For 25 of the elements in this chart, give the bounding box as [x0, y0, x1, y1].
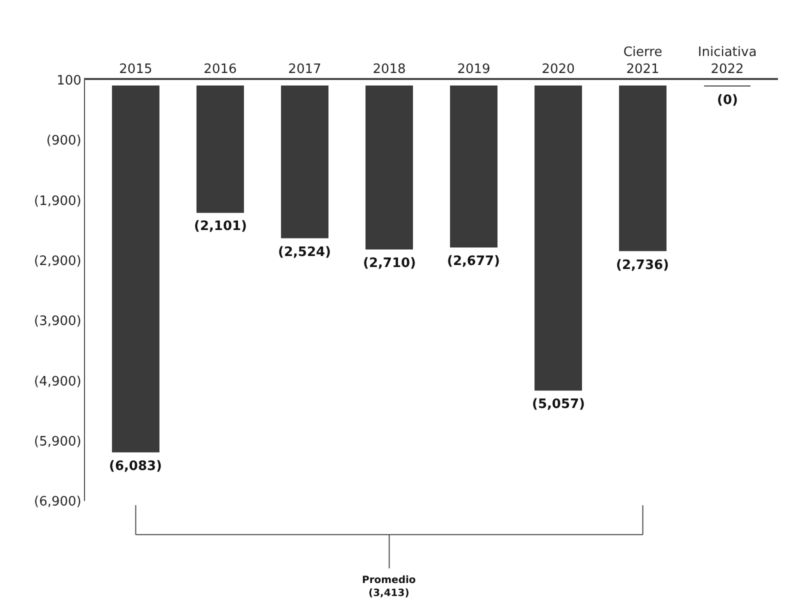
x-tick-label: Cierre 2021 — [623, 45, 662, 78]
data-label: (2,677) — [447, 254, 500, 269]
data-label: (0) — [717, 93, 738, 108]
text: Promedio (3,413) — [362, 575, 416, 599]
y-tick-label: (2,900) — [34, 254, 82, 269]
y-tick-label: (4,900) — [34, 374, 82, 390]
y-tick-label: (6,900) — [34, 494, 82, 510]
x-tick-label: 2018 — [372, 62, 406, 78]
data-label: (2,736) — [616, 258, 670, 273]
x-tick-label: 2020 — [542, 62, 575, 78]
x-tick-label: 2015 — [119, 62, 152, 78]
x-tick-label: Iniciativa 2022 — [698, 45, 757, 78]
x-tick-label: 2016 — [204, 62, 237, 78]
x-tick-label: 2019 — [457, 62, 490, 78]
data-label: (5,057) — [532, 397, 586, 412]
y-tick-label: (900) — [46, 134, 82, 149]
data-label: (2,710) — [363, 256, 416, 271]
data-label: (2,101) — [194, 219, 248, 234]
y-tick-label: (3,900) — [34, 314, 82, 330]
data-label: (2,524) — [278, 245, 332, 260]
y-tick-label: (5,900) — [34, 434, 82, 450]
y-tick-label: (1,900) — [34, 194, 82, 209]
x-tick-label: 2017 — [288, 62, 322, 78]
y-tick-label: 100 — [56, 74, 82, 89]
data-label: (6,083) — [109, 459, 162, 474]
